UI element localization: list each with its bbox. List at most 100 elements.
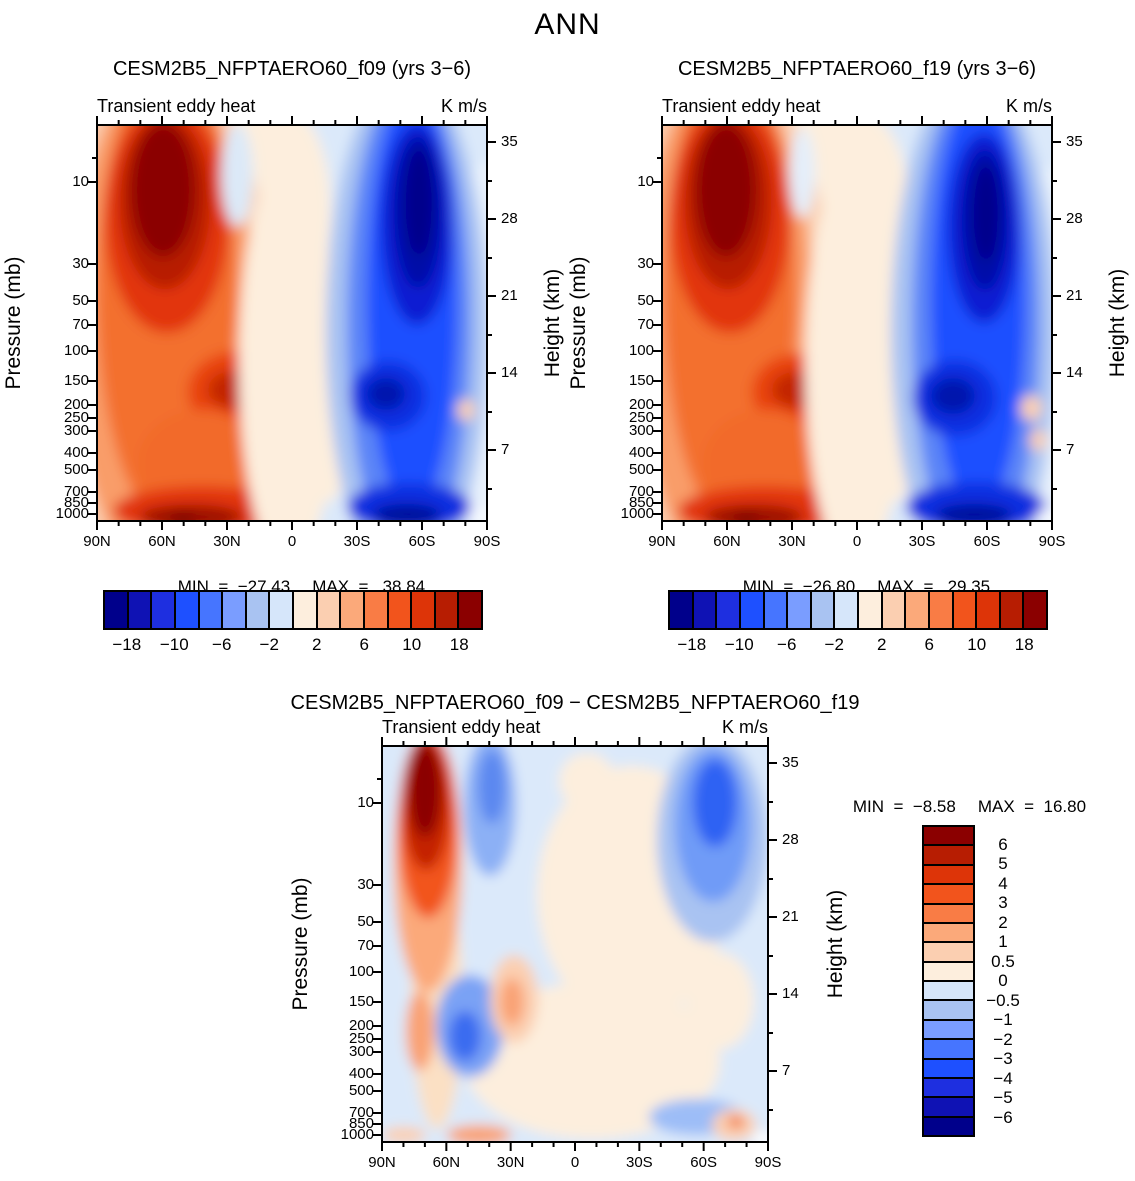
- colorbar-cell: [924, 1038, 973, 1058]
- colorbar-tick-label: −6: [777, 635, 797, 654]
- pressure-tick-label: 850: [63, 494, 89, 511]
- colorbar-cell: [904, 592, 928, 628]
- contour-field: [382, 746, 768, 1142]
- pressure-tick-label: 150: [348, 993, 374, 1010]
- pressure-tick-label: 300: [63, 422, 89, 439]
- colorbar-tick-label: −5: [993, 1088, 1013, 1107]
- height-tick-label: 21: [782, 908, 799, 925]
- pressure-tick-label: 150: [63, 372, 89, 389]
- height-tick-label: 7: [501, 441, 510, 458]
- colorbar-cell: [738, 592, 763, 628]
- panel-f19-title: CESM2B5_NFPTAERO60_f19 (yrs 3−6): [677, 58, 1037, 80]
- pressure-tick-label: 10: [72, 173, 89, 190]
- pressure-tick-label: 300: [348, 1043, 374, 1060]
- panel-f09-pressure-axis-label: Pressure (mb): [2, 256, 25, 390]
- colorbar-cell: [197, 592, 222, 628]
- plot-frame: [661, 124, 1053, 522]
- height-tick-label: 28: [782, 831, 799, 848]
- pressure-tick-label: 500: [348, 1082, 374, 1099]
- colorbar-tick-label: −18: [112, 635, 142, 654]
- contour-panel-f09: [88, 116, 496, 530]
- colorbar-tick-label: 6: [359, 635, 369, 654]
- pressure-tick-label: 200: [628, 396, 654, 413]
- colorbar-tick-label: 10: [402, 635, 422, 654]
- pressure-tick-label: 150: [628, 372, 654, 389]
- pressure-tick-label: 100: [348, 963, 374, 980]
- colorbar-tick-label: 2: [312, 635, 322, 654]
- pressure-tick-label: 400: [628, 444, 654, 461]
- pressure-tick-label: 70: [357, 937, 374, 954]
- pressure-tick-label: 70: [72, 316, 89, 333]
- colorbar-cell: [924, 844, 973, 864]
- colorbar-f19: [668, 590, 1048, 630]
- stats-diff: MIN = −8.58 MAX = 16.80: [790, 777, 1130, 837]
- colorbar-cell: [998, 592, 1023, 628]
- lat-tick-label: 60N: [432, 1154, 461, 1171]
- colorbar-tick-label: −0.5: [986, 990, 1020, 1010]
- lat-tick-label: 60S: [973, 533, 1001, 550]
- pressure-tick-label: 400: [63, 444, 89, 461]
- colorbar-cell: [880, 592, 905, 628]
- colorbar-cell: [924, 999, 973, 1019]
- colorbar-cell: [924, 1018, 973, 1039]
- pressure-tick-label: 100: [63, 342, 89, 359]
- height-tick-label: 35: [1066, 133, 1083, 150]
- lat-tick-label: 30S: [908, 533, 936, 550]
- lat-tick-label: 90N: [368, 1154, 396, 1171]
- colorbar-tick-label: 6: [998, 834, 1008, 854]
- colorbar-tick-label: −10: [159, 635, 189, 654]
- colorbar-cell: [924, 1115, 973, 1135]
- lat-tick-label: 0: [287, 533, 297, 550]
- plot-frame: [381, 745, 769, 1143]
- stats-diff-max: MAX = 16.80: [977, 797, 1087, 816]
- colorbar-tick-label: −1: [993, 1010, 1013, 1029]
- lat-tick-label: 90S: [754, 1154, 782, 1171]
- colorbar-tick-label: −3: [993, 1049, 1013, 1068]
- colorbar-cell: [292, 592, 316, 628]
- panel-f19-pressure-axis-label: Pressure (mb): [567, 256, 590, 390]
- colorbar-cell: [691, 592, 716, 628]
- colorbar-cell: [924, 1076, 973, 1097]
- pressure-tick-label: 10: [357, 794, 374, 811]
- colorbar-cell: [105, 592, 127, 628]
- pressure-tick-label: 10: [637, 173, 654, 190]
- pressure-tick-label: 50: [357, 913, 374, 930]
- figure-title: ANN: [534, 8, 601, 41]
- lat-tick-label: 60S: [408, 533, 436, 550]
- colorbar-cell: [924, 1057, 973, 1077]
- colorbar-diff: [922, 825, 975, 1137]
- height-tick-label: 35: [782, 754, 799, 771]
- pressure-tick-label: 30: [72, 255, 89, 272]
- height-tick-label: 14: [1066, 364, 1083, 381]
- height-tick-label: 14: [782, 985, 799, 1002]
- colorbar-cell: [339, 592, 363, 628]
- pressure-tick-label: 1000: [55, 505, 89, 522]
- colorbar-cell: [126, 592, 151, 628]
- pressure-tick-label: 1000: [340, 1126, 374, 1143]
- colorbar-tick-label: −2: [824, 635, 844, 654]
- height-tick-label: 35: [501, 133, 518, 150]
- colorbar-cell: [927, 592, 952, 628]
- panel-f09-subtitle-left: Transient eddy heat: [97, 96, 256, 116]
- pressure-tick-label: 200: [348, 1017, 374, 1034]
- colorbar-cell: [315, 592, 340, 628]
- height-tick-label: 21: [501, 287, 518, 304]
- colorbar-cell: [433, 592, 458, 628]
- panel-diff-title: CESM2B5_NFPTAERO60_f09 − CESM2B5_NFPTAER…: [290, 692, 860, 714]
- pressure-tick-label: 100: [628, 342, 654, 359]
- colorbar-cell: [924, 921, 973, 942]
- colorbar-cell: [924, 960, 973, 980]
- colorbar-cell: [670, 592, 692, 628]
- pressure-tick-label: 70: [637, 316, 654, 333]
- lat-tick-label: 60N: [713, 533, 741, 550]
- colorbar-tick-label: −2: [259, 635, 279, 654]
- colorbar-cell: [173, 592, 198, 628]
- pressure-tick-label: 300: [628, 422, 654, 439]
- colorbar-cell: [786, 592, 810, 628]
- lat-tick-label: 30N: [213, 533, 241, 550]
- colorbar-tick-label: 18: [449, 635, 469, 654]
- colorbar-cell: [386, 592, 411, 628]
- colorbar-cell: [410, 592, 434, 628]
- pressure-tick-label: 700: [63, 483, 89, 500]
- pressure-tick-label: 500: [63, 461, 89, 478]
